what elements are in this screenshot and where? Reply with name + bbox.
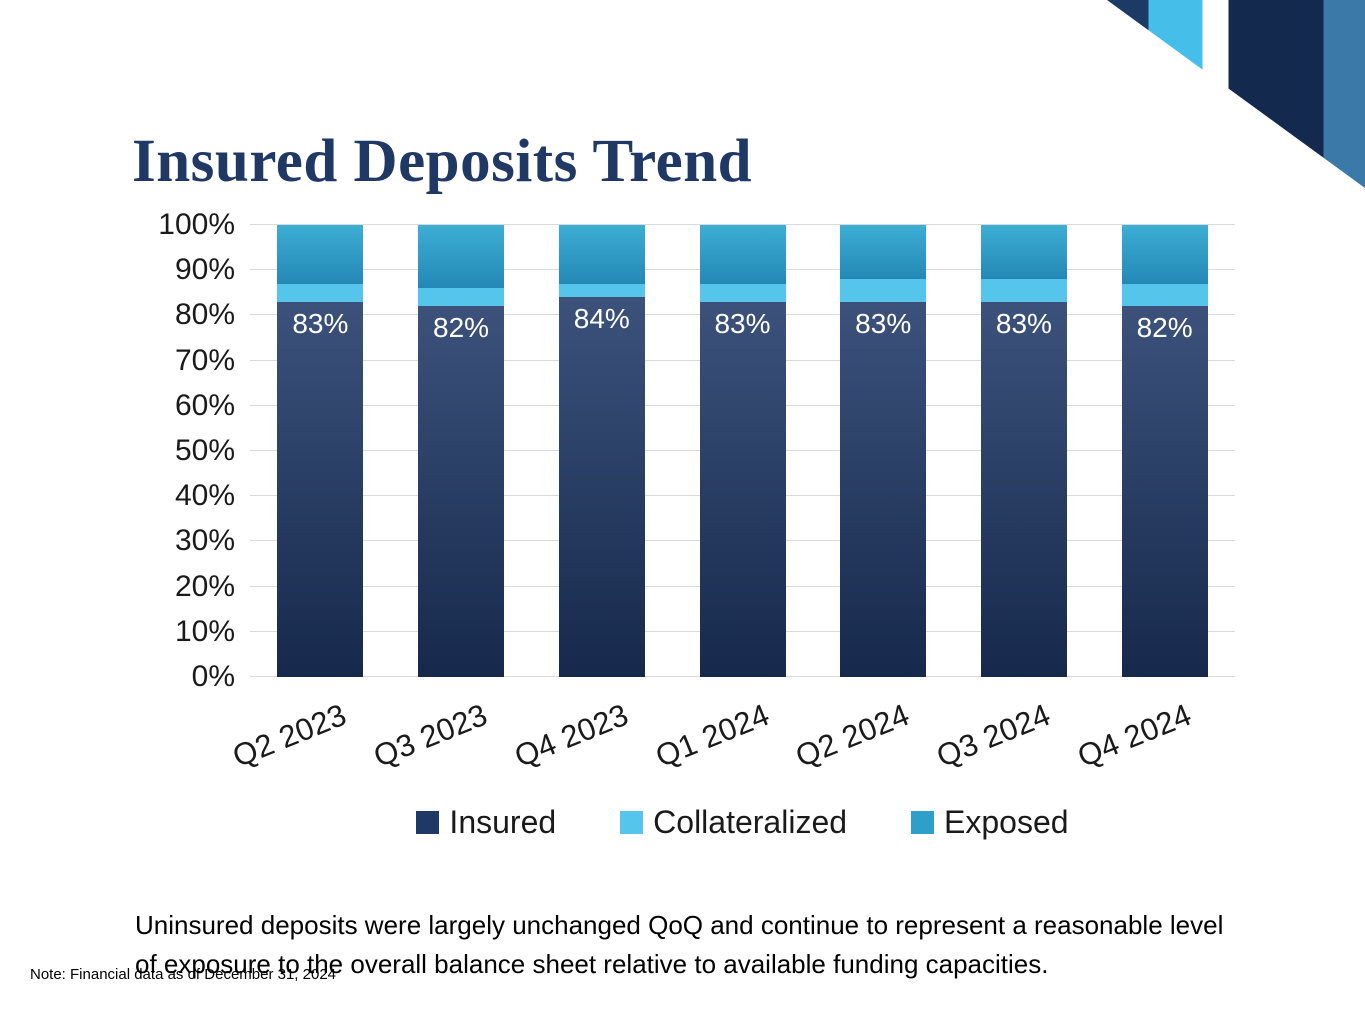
x-axis-label: Q3 2024 [931, 697, 1056, 775]
legend-label: Collateralized [653, 804, 848, 840]
page-title: Insured Deposits Trend [132, 127, 753, 195]
bar-segment-insured [980, 301, 1067, 677]
legend-swatch-icon [911, 811, 935, 834]
legend-swatch-icon [620, 811, 644, 834]
bar-segment-insured [1121, 306, 1208, 677]
corner-decoration-stripes [1107, 0, 1365, 188]
bar-segment-insured [418, 306, 505, 677]
y-axis-label: 90% [174, 253, 235, 287]
bar-segment-collateralized [1121, 283, 1208, 307]
bar-value-label: 83% [292, 307, 349, 339]
bar-segment-exposed [558, 225, 645, 284]
footnote: Note: Financial data as of December 31, … [30, 966, 337, 983]
y-axis-label: 60% [174, 388, 235, 422]
bar-segment-exposed [277, 225, 364, 284]
x-axis-label: Q2 2023 [228, 697, 352, 775]
bar-value-label: 83% [714, 307, 771, 339]
bar-segment-collateralized [277, 283, 364, 302]
y-axis-label: 20% [174, 569, 235, 603]
bar-segment-exposed [980, 225, 1067, 280]
legend-item-collateralized: Collateralized [620, 804, 847, 841]
x-axis-label: Q1 2024 [650, 697, 774, 775]
bar-value-label: 82% [433, 312, 490, 344]
y-axis-label: 70% [174, 343, 235, 377]
bar-value-label: 82% [1136, 312, 1193, 344]
legend-label: Insured [449, 804, 557, 840]
legend-swatch-icon [416, 811, 440, 834]
y-axis-label: 50% [174, 434, 235, 467]
chart-legend: Insured Collateralized Exposed [250, 804, 1235, 841]
bar-value-label: 83% [995, 307, 1052, 339]
bar-segment-insured [277, 301, 364, 677]
bar-segment-collateralized [840, 279, 927, 302]
y-axis-label: 100% [158, 208, 235, 241]
bar-segment-collateralized [558, 283, 645, 298]
bar-segment-insured [840, 301, 927, 677]
bar-segment-exposed [699, 225, 786, 284]
y-axis-label: 0% [191, 660, 235, 693]
legend-item-exposed: Exposed [911, 804, 1069, 841]
bar-segment-collateralized [418, 288, 505, 307]
legend-item-insured: Insured [416, 804, 556, 841]
chart-plot: 83% Q2 2023 82% Q3 2023 84% Q4 2023 83% Q1 2024… [228, 224, 1235, 774]
bar-value-label: 83% [855, 307, 912, 339]
x-axis-label: Q4 2024 [1072, 697, 1196, 775]
x-axis-label: Q2 2024 [790, 697, 915, 775]
bar-segment-exposed [840, 225, 927, 280]
bar-segment-collateralized [699, 283, 786, 302]
x-axis-label: Q3 2023 [368, 697, 493, 775]
y-axis-label: 10% [174, 614, 235, 648]
bar-value-label: 84% [573, 303, 630, 335]
y-axis-label: 80% [174, 298, 235, 332]
body-text: Uninsured deposits were largely unchange… [135, 910, 1224, 979]
bar-segment-exposed [418, 225, 505, 289]
bar-segment-exposed [1121, 225, 1208, 284]
legend-label: Exposed [944, 804, 1069, 840]
bar-segment-insured [558, 297, 645, 677]
gridline [250, 224, 1235, 225]
x-axis-label: Q4 2023 [509, 697, 633, 775]
bar-segment-collateralized [980, 279, 1067, 302]
y-axis-label: 30% [174, 524, 235, 558]
y-axis-label: 40% [174, 479, 235, 513]
bar-segment-insured [699, 301, 786, 677]
y-axis: 0% 10% 20% 30% 40% 50% 60% 70% 80% 90% 100% [110, 210, 235, 692]
